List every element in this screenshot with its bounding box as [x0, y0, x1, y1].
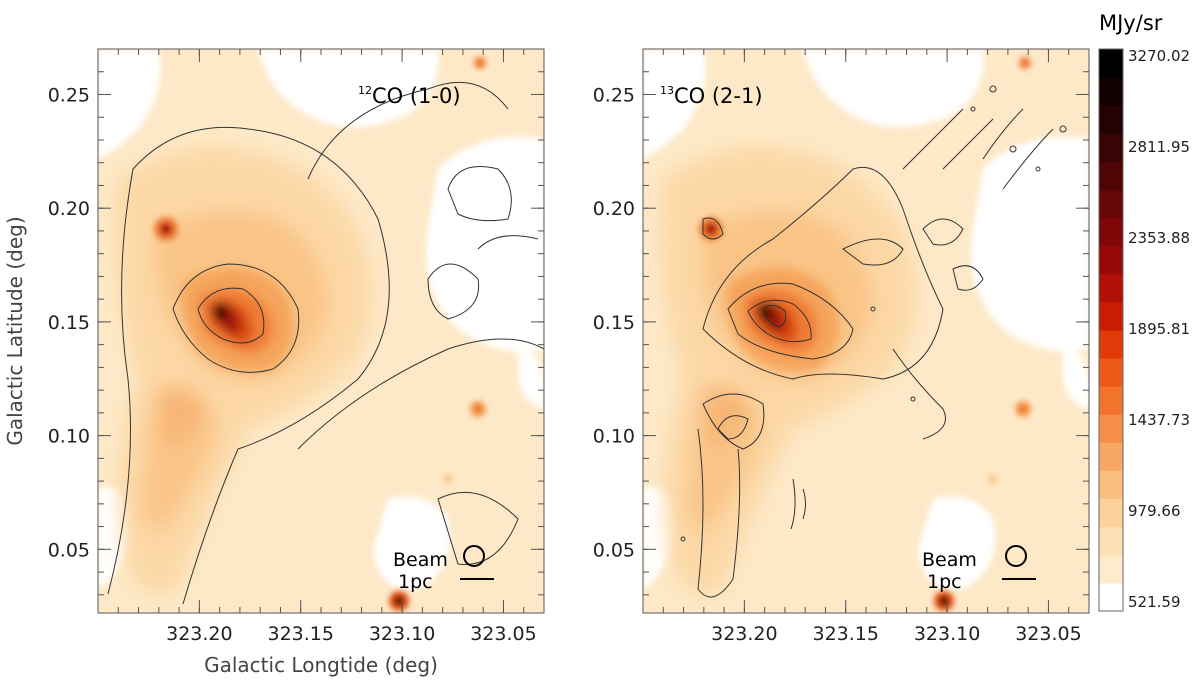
colorbar-tick-label: 521.59 — [1128, 593, 1181, 611]
left-beam-label: Beam — [393, 549, 448, 571]
colorbar-tick-label: 3270.02 — [1128, 47, 1190, 65]
colorbar-swatch — [1099, 470, 1123, 500]
colorbar-tick-label: 2353.88 — [1128, 229, 1190, 247]
left-scale-label: 1pc — [398, 571, 433, 593]
y-tick-label: 0.25 — [48, 84, 90, 106]
colorbar-swatch — [1099, 245, 1123, 275]
y-tick-label: 0.10 — [593, 426, 635, 448]
colorbar-swatch — [1099, 77, 1123, 106]
colorbar-tick-labels: 3270.02 2811.95 2353.88 1895.81 1437.73 979.6… — [1128, 47, 1190, 611]
right-panel-title: 13CO (2-1) — [660, 84, 763, 108]
left-y-tick-labels: 0.05 0.10 0.15 0.20 0.25 — [48, 84, 90, 561]
colorbar-tick-label: 1437.73 — [1128, 411, 1190, 429]
colorbar-swatch — [1099, 554, 1123, 584]
colorbar-tick-label: 1895.81 — [1128, 320, 1190, 338]
colorbar-swatch — [1099, 582, 1123, 612]
right-beam-label: Beam — [922, 549, 977, 571]
colorbar-swatch — [1099, 386, 1123, 415]
right-x-tick-labels: 323.20 323.15 323.10 323.05 — [711, 623, 1082, 645]
left-panel-title: 12CO (1-0) — [358, 84, 461, 108]
x-tick-label: 323.15 — [267, 623, 333, 645]
colorbar-swatch — [1099, 498, 1123, 528]
right-tick-marks — [643, 49, 1090, 613]
panel-left: 12CO (1-0) Beam 1pc 323.20 323.15 323.10 32… — [3, 48, 545, 677]
y-tick-label: 0.10 — [48, 426, 90, 448]
colorbar-swatch — [1099, 330, 1123, 359]
colorbar-tick-label: 979.66 — [1128, 502, 1181, 520]
y-tick-label: 0.05 — [593, 539, 635, 561]
x-tick-label: 323.05 — [1015, 623, 1081, 645]
left-x-tick-labels: 323.20 323.15 323.10 323.05 — [166, 623, 537, 645]
y-axis-title: Galactic Latitude (deg) — [3, 216, 27, 445]
colorbar-swatch — [1099, 414, 1123, 443]
colorbar-swatch — [1099, 105, 1123, 134]
panel-right: 13CO (2-1) Beam 1pc 323.20 323.15 323.10 32… — [593, 48, 1090, 645]
x-axis-title: Galactic Longtide (deg) — [204, 653, 438, 677]
colorbar-frame — [1098, 48, 1124, 612]
y-tick-label: 0.15 — [593, 312, 635, 334]
colorbar-swatch — [1099, 49, 1123, 78]
colorbar-swatches — [1099, 49, 1123, 612]
colorbar-swatch — [1099, 442, 1123, 471]
x-tick-label: 323.10 — [369, 623, 435, 645]
x-tick-label: 323.15 — [812, 623, 878, 645]
y-tick-label: 0.20 — [48, 198, 90, 220]
x-tick-label: 323.05 — [470, 623, 536, 645]
x-tick-label: 323.20 — [166, 623, 232, 645]
x-tick-label: 323.20 — [711, 623, 777, 645]
y-tick-label: 0.20 — [593, 198, 635, 220]
colorbar: MJy/sr 3270.02 2811.95 2353.88 1895.81 1437.… — [1098, 11, 1190, 612]
y-tick-label: 0.25 — [593, 84, 635, 106]
colorbar-swatch — [1099, 273, 1123, 303]
y-tick-label: 0.05 — [48, 539, 90, 561]
colorbar-swatch — [1099, 217, 1123, 247]
left-emission-map — [98, 49, 544, 613]
x-tick-label: 323.10 — [914, 623, 980, 645]
right-y-tick-labels: 0.05 0.10 0.15 0.20 0.25 — [593, 84, 635, 561]
left-beam-circle — [463, 545, 485, 567]
left-tick-marks — [98, 49, 545, 613]
colorbar-tick-label: 2811.95 — [1128, 138, 1190, 156]
right-scale-label: 1pc — [927, 571, 962, 593]
colorbar-swatch — [1099, 189, 1123, 219]
colorbar-unit: MJy/sr — [1099, 11, 1163, 35]
y-tick-label: 0.15 — [48, 312, 90, 334]
right-beam-circle — [1005, 545, 1027, 567]
right-emission-map — [643, 49, 1089, 613]
colorbar-swatch — [1099, 526, 1123, 556]
colorbar-swatch — [1099, 133, 1123, 162]
colorbar-swatch — [1099, 358, 1123, 387]
colorbar-swatch — [1099, 161, 1123, 190]
colorbar-swatch — [1099, 301, 1123, 331]
